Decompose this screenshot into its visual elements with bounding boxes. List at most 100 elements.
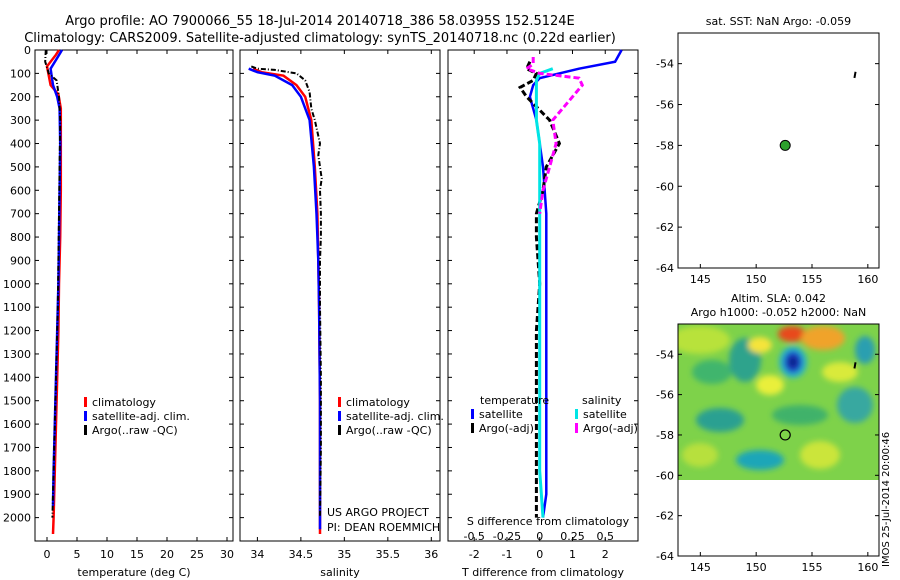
map-title: sat. SST: NaN Argo: -0.059 (706, 15, 851, 28)
y-tick-label: -56 (656, 389, 674, 402)
legend-label: satellite (479, 408, 523, 421)
legend-swatch (84, 397, 87, 407)
figure-title-line2: Climatology: CARS2009. Satellite-adjuste… (24, 31, 616, 46)
y-tick-label: 900 (10, 254, 31, 267)
x-tick-label: 155 (802, 273, 823, 286)
y-tick-label: -54 (656, 348, 674, 361)
legend-label: satellite-adj. clim. (92, 410, 190, 423)
series-line (44, 49, 62, 518)
legend-swatch (338, 397, 341, 407)
y-tick-label: -58 (656, 139, 674, 152)
x-tick-label: 155 (802, 561, 823, 574)
temperature-panel: 0100200300400500600700800900100011001200… (3, 44, 234, 579)
sst-map: -54 -56 -58 -60 -62 -64 145 150 155 160 sat. SST: … (656, 15, 879, 286)
x-tick-label: 5 (74, 548, 81, 561)
y-tick-label: -56 (656, 99, 674, 112)
legend-label: climatology (92, 396, 156, 409)
map-title: Argo h1000: -0.052 h2000: NaN (691, 306, 867, 319)
y-tick-label: 1000 (3, 278, 31, 291)
x-tick-label: 30 (220, 548, 234, 561)
legend-label: Argo(..raw -QC) (92, 424, 178, 437)
y-tick-label: -58 (656, 429, 674, 442)
x-tick-label: 150 (746, 273, 767, 286)
y-tick-label: -60 (656, 180, 674, 193)
y-tick-label: 1700 (3, 441, 31, 454)
x-axis-label: salinity (320, 566, 360, 579)
y-tick-label: 800 (10, 231, 31, 244)
y-tick-label: 0 (24, 44, 31, 57)
x-axis-label: temperature (deg C) (77, 566, 190, 579)
y-tick-label: 1800 (3, 465, 31, 478)
argo-float-marker (779, 429, 791, 441)
y-tick-label: 1300 (3, 348, 31, 361)
y-tick-label: 100 (10, 67, 31, 80)
temperature-panel-frame (34, 49, 234, 542)
y-tick-label: 700 (10, 208, 31, 221)
x-tick-label: 160 (857, 561, 878, 574)
coast-fragment (853, 362, 857, 369)
x-tick-label: 150 (746, 561, 767, 574)
y-tick-label: 200 (10, 91, 31, 104)
x-tick-label: 0 (44, 548, 51, 561)
salinity-panel: 34 34.5 35 35.5 36 salinity climatologysatelli… (240, 49, 444, 579)
y-tick-label: 1900 (3, 488, 31, 501)
legend-label: Argo(-adj) (583, 422, 638, 435)
legend-label: satellite (583, 408, 627, 421)
watermark: IMOS 25-Jul-2014 20:00:46 (881, 432, 892, 567)
sla-heatmap (678, 324, 879, 480)
sla-map-frame (677, 323, 880, 557)
difference-panel: -2 -1 0 1 2 T difference from climatology -0.5… (448, 49, 638, 579)
figure-title-line1: Argo profile: AO 7900066_55 18-Jul-2014 … (65, 14, 575, 29)
legend-swatch (84, 411, 87, 421)
x-tick-label: 0 (536, 548, 543, 561)
coast-fragment (853, 71, 857, 79)
x-axis-label: T difference from climatology (461, 566, 624, 579)
y-tick-label: 1400 (3, 371, 31, 384)
legend-header: temperature (480, 394, 549, 407)
x-tick-label: 20 (160, 548, 174, 561)
x-tick-label: -2 (469, 548, 480, 561)
x-top-tick-label: 0.5 (596, 530, 614, 543)
x-tick-label: 34 (250, 548, 264, 561)
x-tick-label: 34.5 (289, 548, 314, 561)
x-top-tick-label: 0 (536, 530, 543, 543)
x-tick-label: 35 (337, 548, 351, 561)
y-tick-label: -54 (656, 58, 674, 71)
x-top-axis-label: S difference from climatology (467, 515, 630, 528)
legend-swatch (471, 409, 474, 419)
y-tick-label: 300 (10, 114, 31, 127)
y-tick-label: -62 (656, 221, 674, 234)
series-line (523, 57, 585, 214)
legend-swatch (338, 411, 341, 421)
x-tick-label: 145 (690, 273, 711, 286)
x-tick-label: 10 (100, 548, 114, 561)
legend-swatch (575, 423, 578, 433)
x-tick-label: 35.5 (376, 548, 401, 561)
x-tick-label: 2 (602, 548, 609, 561)
x-top-tick-label: 0.25 (560, 530, 585, 543)
x-tick-label: 145 (690, 561, 711, 574)
x-tick-label: 36 (424, 548, 438, 561)
difference-panel-frame (447, 49, 639, 542)
x-tick-label: 15 (130, 548, 144, 561)
y-tick-label: -64 (656, 262, 674, 275)
y-tick-label: 400 (10, 138, 31, 151)
project-line1: US ARGO PROJECT (327, 506, 429, 519)
y-tick-label: -62 (656, 510, 674, 523)
sla-map: -54 -56 -58 -60 -62 -64 145 150 155 160 Altim. SLA… (656, 292, 880, 574)
y-tick-label: 500 (10, 161, 31, 174)
project-line2: PI: DEAN ROEMMICH (327, 521, 440, 534)
legend-swatch (338, 425, 341, 435)
legend-swatch (575, 409, 578, 419)
legend-label: Argo(-adj) (479, 422, 534, 435)
x-tick-label: 25 (190, 548, 204, 561)
y-tick-label: 1500 (3, 395, 31, 408)
map-title: Altim. SLA: 0.042 (731, 292, 826, 305)
series-line (250, 65, 323, 518)
x-tick-label: -1 (501, 548, 512, 561)
x-top-tick-label: -0.25 (493, 530, 521, 543)
series-line (248, 67, 322, 530)
y-tick-label: -60 (656, 469, 674, 482)
legend-label: satellite-adj. clim. (346, 410, 444, 423)
